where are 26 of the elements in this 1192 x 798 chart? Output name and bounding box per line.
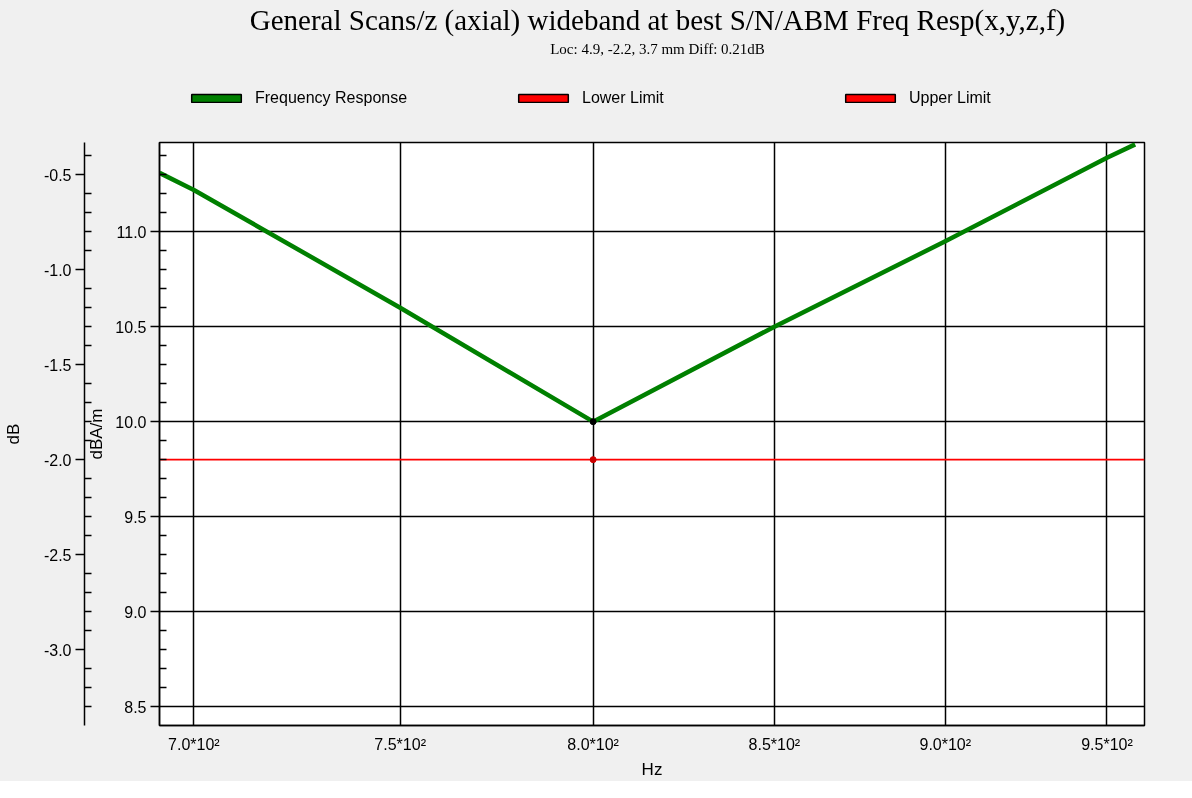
legend-label: Lower Limit bbox=[582, 89, 665, 107]
y2-axis-title: dB bbox=[3, 423, 23, 445]
y-tick-label: 9.0 bbox=[124, 603, 147, 621]
x-axis-title: Hz bbox=[641, 759, 663, 779]
x-tick-label: 9.5*10² bbox=[1081, 735, 1134, 753]
y2-tick-label: -2.5 bbox=[43, 546, 72, 564]
x-tick-label: 7.0*10² bbox=[168, 735, 221, 753]
y2-tick-label: -1.0 bbox=[43, 261, 72, 279]
x-tick-label: 9.0*10² bbox=[919, 735, 972, 753]
y-tick-label: 10.5 bbox=[115, 318, 147, 336]
chart-subtitle: Loc: 4.9, -2.2, 3.7 mm Diff: 0.21dB bbox=[550, 40, 765, 57]
y-tick-label: 10.0 bbox=[115, 413, 147, 431]
y2-tick-label: -0.5 bbox=[43, 166, 72, 184]
legend-label: Upper Limit bbox=[909, 89, 992, 107]
y2-tick-label: -1.5 bbox=[43, 356, 72, 374]
y-tick-label: 9.5 bbox=[124, 508, 147, 526]
y-tick-label: 8.5 bbox=[124, 698, 147, 716]
x-tick-label: 8.5*10² bbox=[748, 735, 801, 753]
chart-title: General Scans/z (axial) wideband at best S/N/ABM Freq Resp(x,y,z,f) bbox=[249, 3, 1066, 37]
y-axis-title: dBA/m bbox=[87, 408, 107, 460]
x-tick-label: 8.0*10² bbox=[567, 735, 620, 753]
y-tick-label: 11.0 bbox=[116, 223, 147, 241]
x-tick-label: 7.5*10² bbox=[374, 735, 427, 753]
legend-label: Frequency Response bbox=[255, 89, 409, 107]
y2-tick-label: -2.0 bbox=[43, 451, 72, 469]
y2-tick-label: -3.0 bbox=[43, 641, 72, 659]
